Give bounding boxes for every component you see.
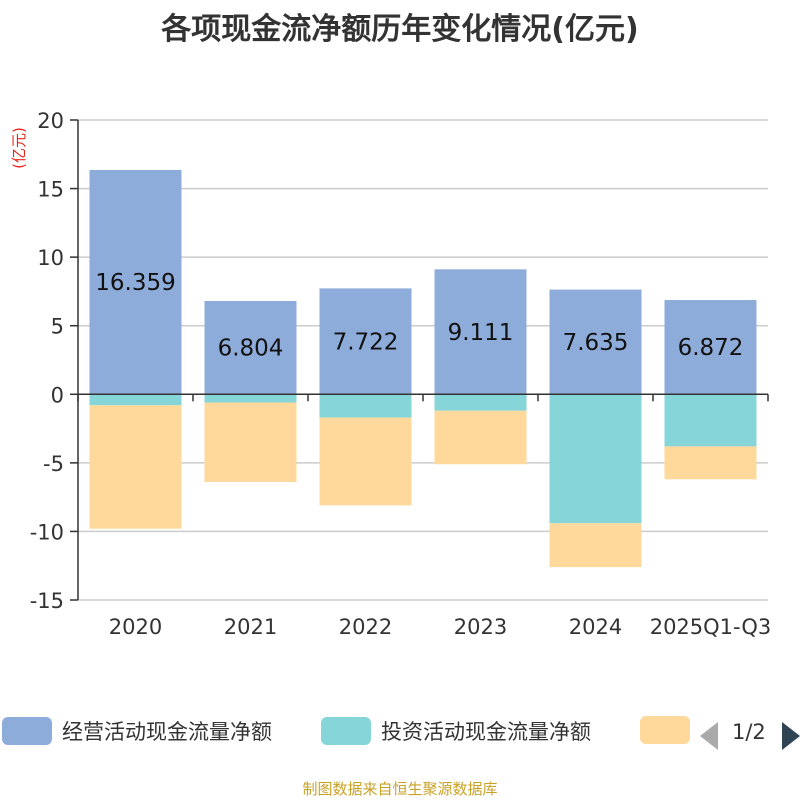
bar-series-2-2024[interactable] bbox=[549, 523, 642, 568]
bar-series-1-2021[interactable] bbox=[204, 394, 297, 403]
y-axis-ticks: 20 15 10 5 0 -5 -10 -15 bbox=[30, 109, 79, 613]
legend-item-operating[interactable]: 经营活动现金流量净额 bbox=[2, 716, 272, 746]
y-axis-label: (亿元) bbox=[10, 127, 28, 169]
bar-series-0-2022[interactable] bbox=[319, 288, 412, 395]
x-tick-label: 2023 bbox=[454, 615, 507, 639]
x-axis: 2020 2021 2022 2023 2024 2025Q1-Q3 bbox=[77, 393, 772, 639]
legend-swatch-operating bbox=[2, 717, 52, 745]
y-tick-label: -5 bbox=[43, 452, 64, 476]
legend-item-investing[interactable]: 投资活动现金流量净额 bbox=[321, 716, 591, 746]
legend-next-icon[interactable] bbox=[782, 722, 800, 750]
bars: 16.359 6.804 7.722 9.111 7.635 6.872 bbox=[89, 169, 757, 568]
legend-label-investing: 投资活动现金流量净额 bbox=[381, 720, 591, 744]
y-tick-label: 5 bbox=[51, 315, 64, 339]
bar-data-label: 7.635 bbox=[563, 330, 629, 356]
x-tick-label: 2022 bbox=[339, 615, 392, 639]
x-tick-label: 2020 bbox=[109, 615, 162, 639]
y-tick-label: 20 bbox=[37, 109, 64, 133]
bar-series-1-2024[interactable] bbox=[549, 394, 642, 524]
grid-lines bbox=[78, 119, 768, 601]
bar-data-label: 6.804 bbox=[218, 336, 284, 362]
bar-series-1-2025Q1-Q3[interactable] bbox=[664, 394, 757, 447]
legend-page-indicator: 1/2 bbox=[732, 720, 766, 744]
bar-series-2-2020[interactable] bbox=[89, 405, 182, 529]
legend-pager: 1/2 bbox=[700, 716, 800, 756]
y-tick-label: 10 bbox=[37, 246, 64, 270]
legend-label-operating: 经营活动现金流量净额 bbox=[62, 720, 272, 744]
bar-series-0-2025Q1-Q3[interactable] bbox=[664, 300, 757, 395]
bar-data-label: 16.359 bbox=[95, 270, 175, 296]
bar-series-0-2021[interactable] bbox=[204, 300, 297, 395]
legend-item-financing[interactable] bbox=[640, 716, 690, 744]
chart-title: 各项现金流净额历年变化情况(亿元) bbox=[161, 12, 639, 47]
x-tick-label: 2025Q1-Q3 bbox=[650, 615, 772, 639]
bar-data-label: 6.872 bbox=[678, 335, 744, 361]
y-tick-label: 0 bbox=[51, 383, 64, 407]
chart-canvas: 20 15 10 5 0 -5 -10 -15 16.359 6.804 7.722 9.111 7.… bbox=[10, 109, 772, 639]
bar-series-1-2022[interactable] bbox=[319, 394, 412, 418]
bar-series-2-2022[interactable] bbox=[319, 417, 412, 506]
bar-series-1-2023[interactable] bbox=[434, 394, 527, 411]
x-tick-label: 2024 bbox=[569, 615, 622, 639]
bar-data-label: 9.111 bbox=[448, 320, 514, 346]
bar-series-0-2020[interactable] bbox=[89, 169, 182, 395]
y-tick-label: -10 bbox=[30, 520, 64, 544]
legend-swatch-investing bbox=[321, 717, 371, 745]
legend-swatch-financing bbox=[640, 716, 690, 744]
x-tick-label: 2021 bbox=[224, 615, 277, 639]
bar-series-2-2023[interactable] bbox=[434, 410, 527, 465]
legend-prev-icon[interactable] bbox=[700, 722, 718, 750]
bar-series-2-2021[interactable] bbox=[204, 402, 297, 483]
y-tick-label: 15 bbox=[37, 178, 64, 202]
data-source-note: 制图数据来自恒生聚源数据库 bbox=[302, 780, 498, 798]
bar-series-0-2023[interactable] bbox=[434, 269, 527, 395]
bar-data-label: 7.722 bbox=[333, 329, 399, 355]
y-tick-label: -15 bbox=[30, 589, 64, 613]
bar-series-1-2020[interactable] bbox=[89, 394, 182, 406]
bar-series-0-2024[interactable] bbox=[549, 289, 642, 395]
bar-series-2-2025Q1-Q3[interactable] bbox=[664, 446, 757, 480]
legend: 经营活动现金流量净额 投资活动现金流量净额 bbox=[0, 716, 800, 756]
